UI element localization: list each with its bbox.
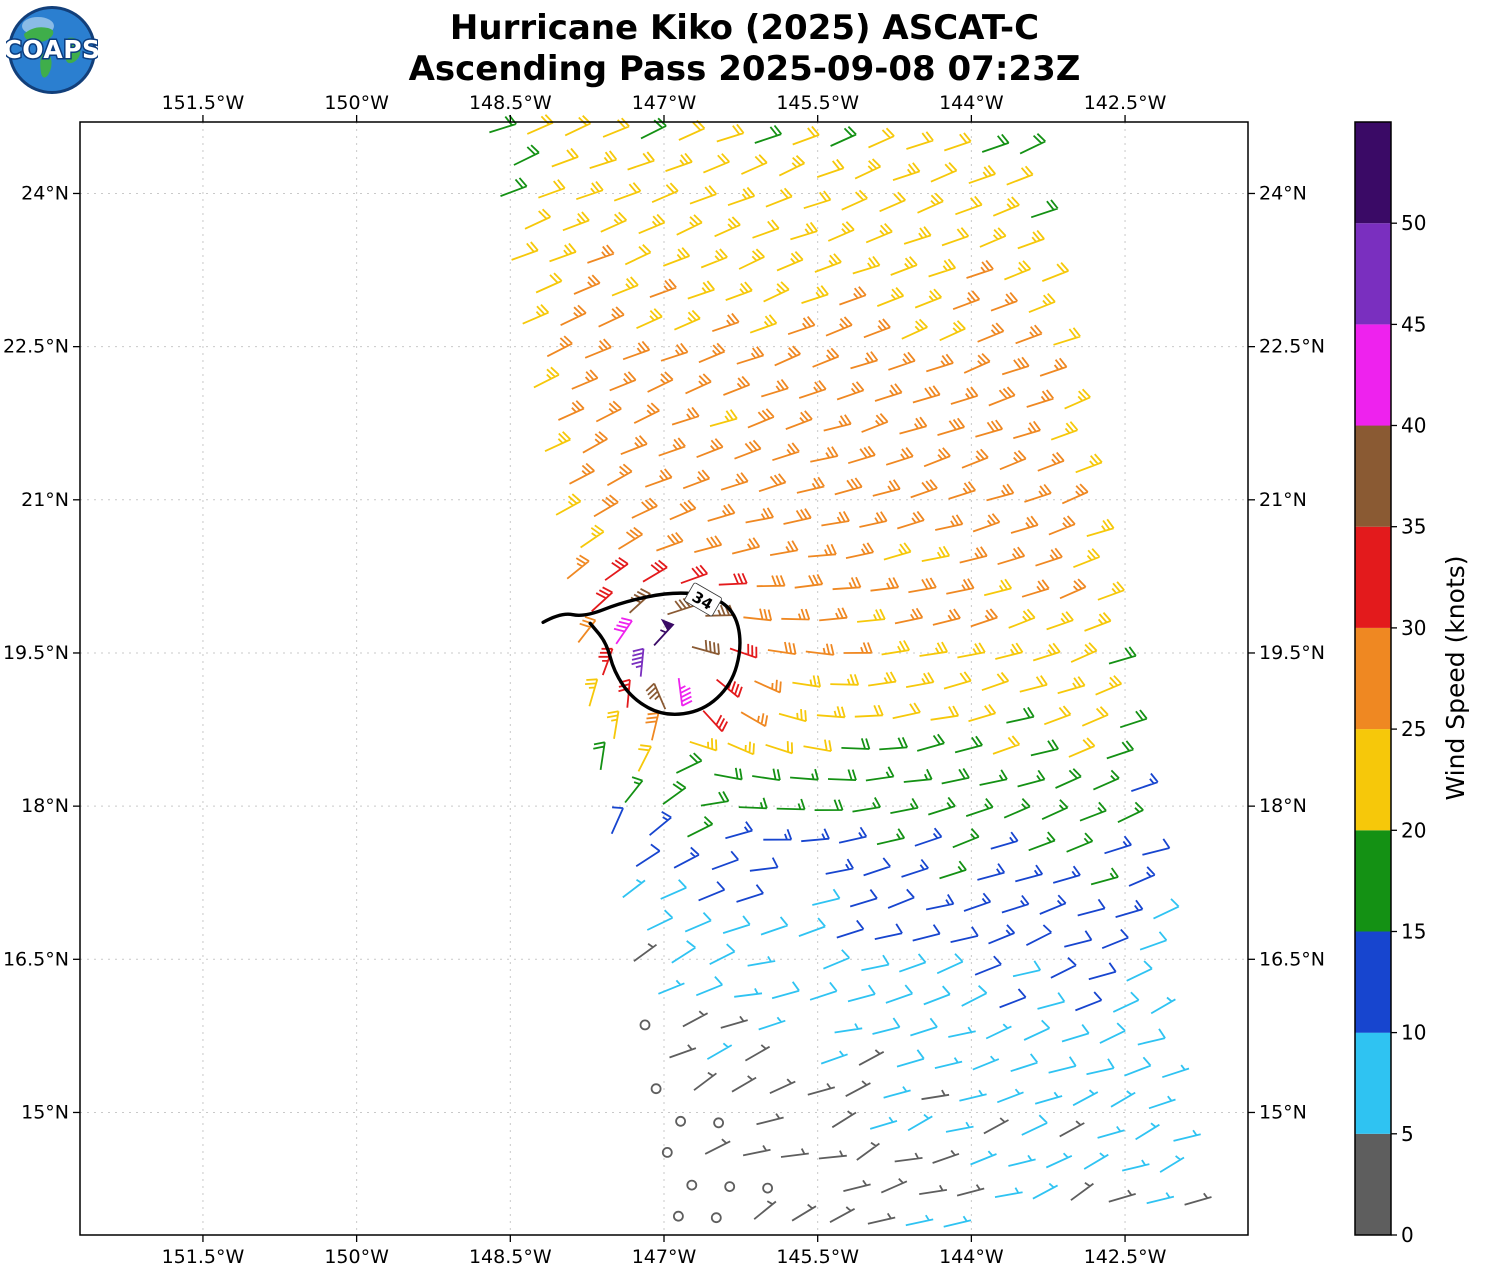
y-tick-label-right: 19.5°N: [1259, 642, 1325, 664]
x-tick-label-bottom: 147°W: [632, 1246, 697, 1264]
x-tick-label-bottom: 151.5°W: [162, 1246, 245, 1264]
calm-wind-circle: [713, 1117, 724, 1129]
y-tick-label-right: 22.5°N: [1259, 336, 1325, 358]
globe-land-south: [40, 53, 52, 78]
x-tick-label-top: 142.5°W: [1084, 92, 1167, 114]
calm-wind-circle: [762, 1182, 773, 1194]
colorbar-segment: [1355, 223, 1391, 325]
y-tick-label-right: 16.5°N: [1259, 948, 1325, 970]
coaps-logo: COAPS: [2, 4, 102, 100]
chart-title: Hurricane Kiko (2025) ASCAT-C: [449, 8, 1040, 48]
calm-wind-circle: [650, 1083, 662, 1095]
y-tick-label-right: 15°N: [1259, 1101, 1307, 1123]
chart-subtitle: Ascending Pass 2025-09-08 07:23Z: [408, 48, 1081, 89]
colorbar: 0 5 10 15 20 25 30 35 40 45 50: [1354, 121, 1426, 1247]
x-tick-label-bottom: 150°W: [324, 1246, 389, 1264]
wind-barb-group: [653, 618, 675, 647]
x-tick-label-bottom: 144°W: [939, 1246, 1004, 1264]
y-tick-label-left: 18°N: [21, 795, 69, 817]
wind-barb-group: [511, 114, 1125, 772]
wind-barb-group: [489, 114, 1148, 886]
colorbar-tick-label: 45: [1401, 312, 1426, 336]
globe-land-east: [64, 37, 81, 64]
coaps-logo-globe: COAPS: [2, 6, 102, 94]
contour-label-box: [684, 582, 722, 617]
y-tick-label-left: 21°N: [21, 489, 69, 511]
colorbar-tick-label: 30: [1401, 616, 1426, 640]
colorbar-segment: [1355, 729, 1391, 831]
y-tick-label-left: 19.5°N: [3, 642, 69, 664]
x-tick-label-top: 144°W: [939, 92, 1004, 114]
axes-frame: [73, 115, 1255, 1242]
y-tick-label-right: 18°N: [1259, 795, 1307, 817]
axis-tick-labels: 151.5°W 151.5°W 150°W 150°W 148.5°W 148.5°W 14…: [3, 92, 1325, 1264]
coaps-logo-text: COAPS: [6, 35, 98, 64]
y-tick-label-left: 22.5°N: [3, 336, 69, 358]
wind-barb-group: [613, 617, 693, 707]
chart-header: Hurricane Kiko (2025) ASCAT-C Ascending …: [0, 8, 1489, 90]
wind-barb-group: [591, 556, 758, 733]
colorbar-frame: [1354, 121, 1392, 1236]
colorbar-segment: [1355, 526, 1391, 628]
calm-wind-circle: [710, 1212, 722, 1224]
colorbar-tick-label: 25: [1401, 717, 1426, 741]
x-tick-label-bottom: 142.5°W: [1084, 1246, 1167, 1264]
colorbar-segment: [1355, 627, 1391, 730]
x-tick-label-bottom: 148.5°W: [469, 1246, 552, 1264]
calm-wind-circle: [639, 1019, 651, 1031]
colorbar-segment: [1355, 830, 1391, 932]
colorbar-tick-label: 40: [1401, 414, 1426, 438]
wind-barb-group: [610, 772, 1171, 1012]
colorbar-tick-label: 20: [1401, 818, 1426, 842]
colorbar-tick-label: 0: [1401, 1223, 1414, 1247]
wind-barb-group: [631, 647, 645, 677]
x-tick-label-bottom: 145.5°W: [776, 1246, 859, 1264]
wind-barb-group: [628, 588, 735, 710]
calm-wind-circle: [661, 1147, 673, 1158]
wind-barb-group: [633, 943, 1212, 1225]
globe-land-north: [24, 27, 54, 43]
wind-barb-group: [546, 244, 1089, 741]
wind-barbs-layer: [489, 114, 1212, 1228]
colorbar-segment: [1355, 122, 1391, 224]
y-tick-label-right: 21°N: [1259, 489, 1307, 511]
contour-34kt-line: [541, 591, 742, 716]
calm-wind-circle: [675, 1115, 686, 1127]
colorbar-segment: [1355, 1133, 1391, 1235]
x-tick-label-top: 148.5°W: [469, 92, 552, 114]
colorbar-axis-label: Wind Speed (knots): [1441, 555, 1470, 800]
colorbar-segment: [1355, 931, 1391, 1033]
grid-lines: [80, 122, 1248, 1235]
calm-wind-circle: [673, 1210, 684, 1222]
colorbar-tick-label: 15: [1401, 920, 1426, 944]
y-tick-label-right: 24°N: [1259, 182, 1307, 204]
y-tick-label-left: 16.5°N: [3, 948, 69, 970]
y-tick-label-left: 15°N: [21, 1101, 69, 1123]
x-tick-label-top: 147°W: [632, 92, 697, 114]
colorbar-tick-label: 50: [1401, 211, 1426, 235]
x-tick-label-top: 150°W: [324, 92, 389, 114]
colorbar-tick-label: 10: [1401, 1021, 1426, 1045]
x-tick-label-top: 145.5°W: [776, 92, 859, 114]
y-tick-label-left: 24°N: [21, 182, 69, 204]
calm-wind-circle: [724, 1181, 736, 1192]
colorbar-segment: [1355, 324, 1391, 426]
colorbar-segment: [1355, 1032, 1391, 1134]
contour-34kt-layer: 34: [541, 582, 742, 716]
x-tick-label-top: 151.5°W: [162, 92, 245, 114]
contour-label-group: 34: [684, 582, 722, 617]
colorbar-tick-label: 5: [1401, 1122, 1414, 1146]
colorbar-tick-label: 35: [1401, 515, 1426, 539]
colorbar-segment: [1355, 425, 1391, 527]
wind-barb-group: [622, 878, 1201, 1228]
calm-wind-circle: [686, 1179, 698, 1191]
